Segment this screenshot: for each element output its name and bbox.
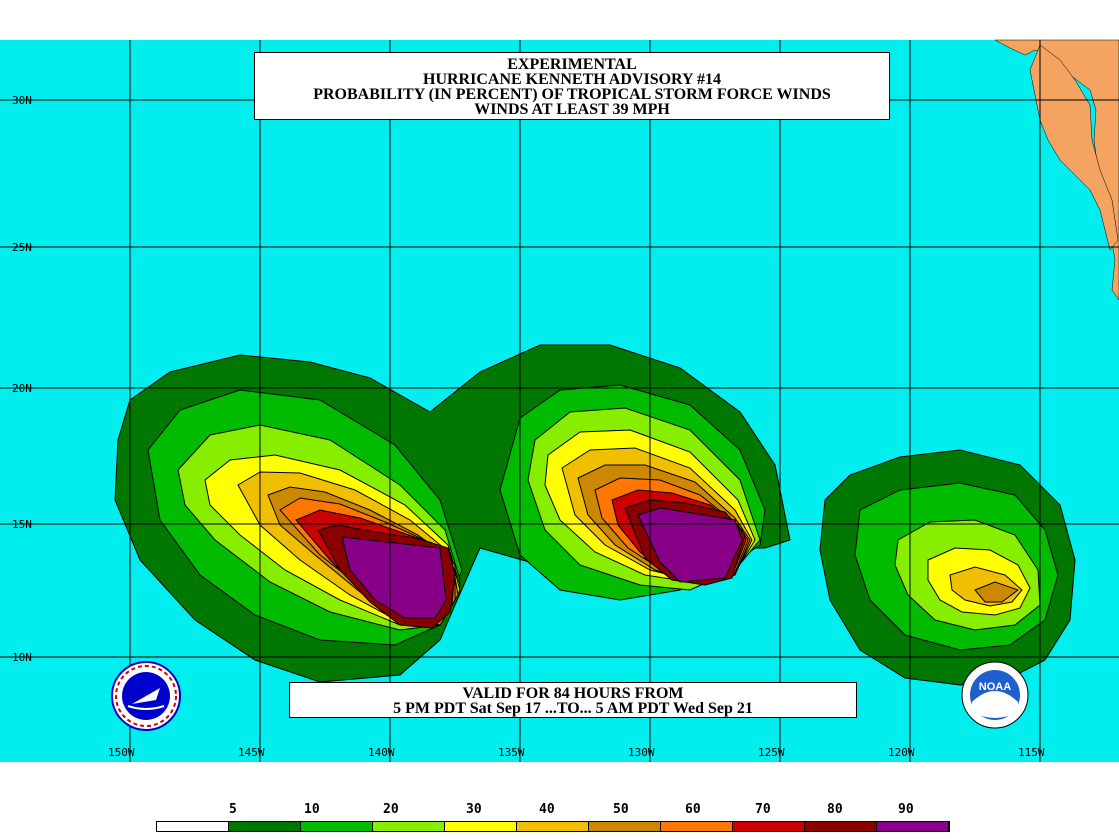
legend-swatch-2 bbox=[301, 822, 373, 831]
lat-label-20n: 20N bbox=[12, 382, 32, 395]
legend-value-30: 30 bbox=[466, 802, 482, 817]
lon-label-140w: 140W bbox=[368, 746, 395, 759]
valid-period-box: VALID FOR 84 HOURS FROM 5 PM PDT Sat Sep… bbox=[289, 682, 857, 718]
contour-blob-east bbox=[819, 449, 1076, 686]
legend-swatch-10 bbox=[877, 822, 949, 831]
lon-label-120w: 120W bbox=[888, 746, 915, 759]
lat-label-10n: 10N bbox=[12, 651, 32, 664]
legend-value-60: 60 bbox=[685, 802, 701, 817]
lon-label-145w: 145W bbox=[238, 746, 265, 759]
lat-label-15n: 15N bbox=[12, 518, 32, 531]
legend-swatch-0 bbox=[157, 822, 229, 831]
lon-label-125w: 125W bbox=[758, 746, 785, 759]
noaa-logo-text: NOAA bbox=[979, 681, 1011, 693]
legend-value-20: 20 bbox=[383, 802, 399, 817]
legend-color-bar bbox=[156, 821, 950, 832]
lon-label-130w: 130W bbox=[628, 746, 655, 759]
valid-line-1: VALID FOR 84 HOURS FROM bbox=[462, 685, 684, 702]
legend-swatch-7 bbox=[661, 822, 733, 831]
title-box: EXPERIMENTAL HURRICANE KENNETH ADVISORY … bbox=[254, 52, 890, 120]
legend-value-10: 10 bbox=[304, 802, 320, 817]
legend-value-80: 80 bbox=[827, 802, 843, 817]
land-baja bbox=[1029, 44, 1119, 251]
title-line-4: WINDS AT LEAST 39 MPH bbox=[474, 101, 670, 118]
land-mexico bbox=[994, 39, 1119, 301]
noaa-logo: NOAA bbox=[961, 661, 1029, 729]
lon-label-115w: 115W bbox=[1018, 746, 1045, 759]
lat-label-25n: 25N bbox=[12, 241, 32, 254]
nws-logo bbox=[111, 661, 181, 731]
grid bbox=[0, 40, 1119, 762]
legend-swatch-4 bbox=[445, 822, 517, 831]
legend-swatch-3 bbox=[373, 822, 445, 831]
legend-value-5: 5 bbox=[229, 802, 237, 817]
valid-line-2: 5 PM PDT Sat Sep 17 ...TO... 5 AM PDT We… bbox=[393, 700, 753, 717]
legend-value-40: 40 bbox=[539, 802, 555, 817]
legend-value-70: 70 bbox=[755, 802, 771, 817]
title-line-1: EXPERIMENTAL bbox=[507, 56, 637, 73]
lon-label-150w: 150W bbox=[108, 746, 135, 759]
legend-swatch-5 bbox=[517, 822, 589, 831]
legend-value-50: 50 bbox=[613, 802, 629, 817]
legend-swatch-9 bbox=[805, 822, 877, 831]
lon-label-135w: 135W bbox=[498, 746, 525, 759]
legend-swatch-6 bbox=[589, 822, 661, 831]
title-line-3: PROBABILITY (IN PERCENT) OF TROPICAL STO… bbox=[313, 86, 831, 103]
lat-label-30n: 30N bbox=[12, 94, 32, 107]
legend-swatch-8 bbox=[733, 822, 805, 831]
legend-value-90: 90 bbox=[898, 802, 914, 817]
title-line-2: HURRICANE KENNETH ADVISORY #14 bbox=[423, 71, 721, 88]
legend-swatch-1 bbox=[229, 822, 301, 831]
